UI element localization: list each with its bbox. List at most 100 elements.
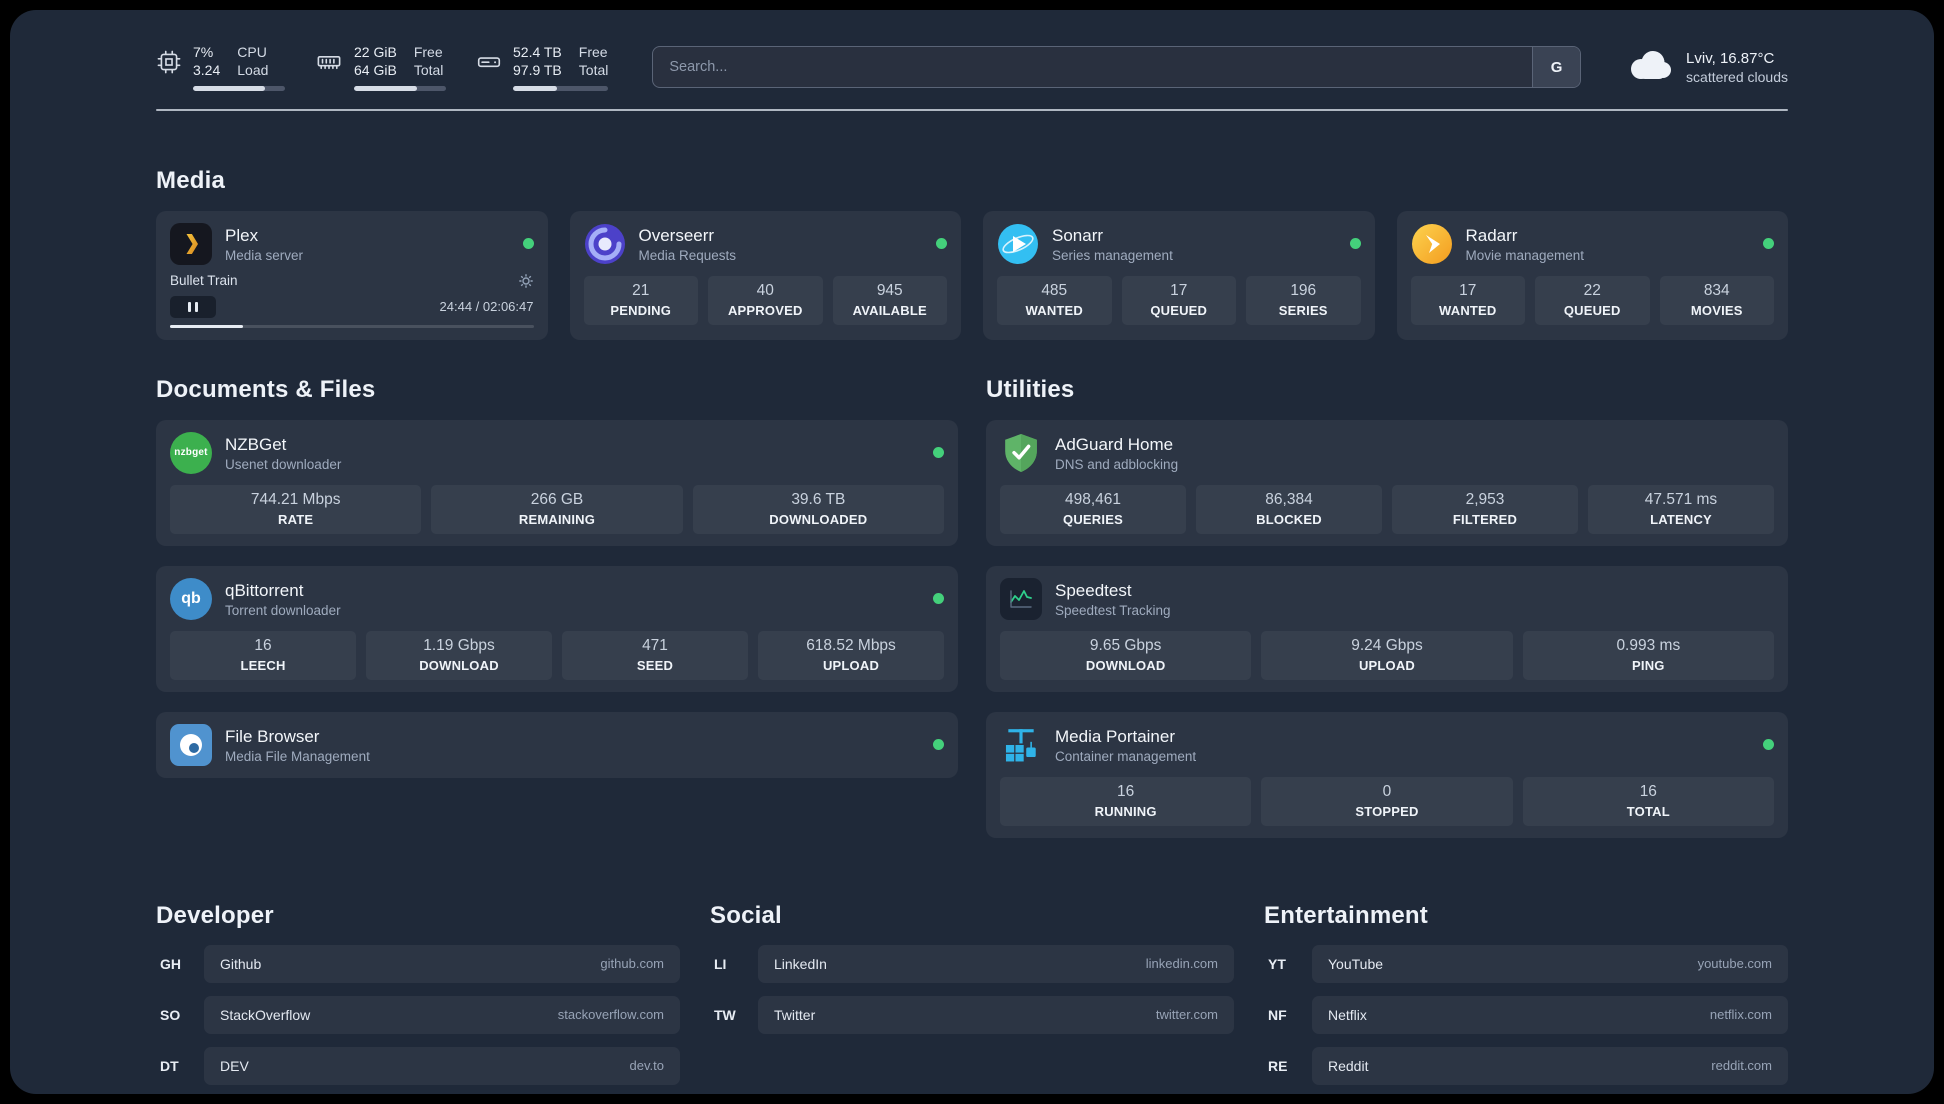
status-dot	[933, 593, 944, 605]
section-utilities: Utilities	[986, 376, 1788, 838]
stat-value: 0	[1382, 782, 1392, 800]
stat-label: QUERIES	[1063, 511, 1123, 527]
stat-value: 618.52 Mbps	[806, 636, 896, 654]
card-speedtest[interactable]: Speedtest Speedtest Tracking 9.65 Gbps D…	[986, 565, 1788, 692]
stat-block: 16 RUNNING	[1000, 776, 1252, 826]
section-title-documents: Documents & Files	[156, 375, 376, 403]
bookmark-twitter[interactable]: TW Twitter twitter.com	[710, 995, 1234, 1034]
stat-label: STOPPED	[1355, 803, 1419, 819]
bookmark-linkedin[interactable]: LI LinkedIn linkedin.com	[710, 944, 1234, 983]
stat-label: UPLOAD	[822, 657, 880, 673]
stat-value: 9.24 Gbps	[1351, 636, 1423, 654]
bookmarks: Developer GH Github github.com SO StackO…	[156, 902, 1788, 1094]
adguard-icon	[1000, 432, 1042, 474]
bookmark-reddit[interactable]: RE Reddit reddit.com	[1264, 1046, 1788, 1085]
bookmark-name: Netflix	[1328, 1006, 1367, 1023]
app-name: Overseerr	[638, 225, 715, 245]
nzbget-icon: nzbget	[170, 431, 212, 474]
qbittorrent-icon: qb	[170, 577, 212, 620]
stat-value: 1.19 Gbps	[423, 636, 495, 654]
bookmark-github[interactable]: GH Github github.com	[156, 944, 680, 983]
section-title-social: Social	[710, 901, 782, 929]
bookmark-netflix[interactable]: NF Netflix netflix.com	[1264, 995, 1788, 1034]
card-adguard[interactable]: AdGuard Home DNS and adblocking 498,461 …	[986, 419, 1788, 546]
stat-block: 9.65 Gbps DOWNLOAD	[1000, 630, 1252, 680]
bookmark-dev[interactable]: DT DEV dev.to	[156, 1046, 680, 1085]
playback-progressbar	[170, 324, 534, 328]
stat-block: 0 STOPPED	[1261, 776, 1513, 826]
topbar-divider	[156, 108, 1788, 111]
plex-icon	[170, 222, 212, 265]
status-dot	[1349, 238, 1361, 250]
app-desc: Media File Management	[225, 748, 370, 764]
bookmark-name: StackOverflow	[220, 1006, 311, 1023]
stat-value: 266 GB	[530, 490, 584, 508]
status-dot	[933, 447, 944, 459]
weather-location: Lviv, 16.87°C	[1686, 49, 1775, 67]
stat-value: 22	[1583, 281, 1601, 299]
cpu-widget: 7% 3.24 CPU Load	[156, 44, 285, 91]
memory-icon	[315, 49, 343, 75]
section-title-media: Media	[156, 166, 226, 194]
stat-block: 17 QUEUED	[1121, 275, 1236, 325]
bookmark-name: Github	[220, 955, 262, 972]
cpu-load-label: Load	[237, 61, 269, 78]
filebrowser-icon	[170, 723, 212, 766]
app-desc: Series management	[1052, 247, 1173, 263]
search-bar[interactable]: G	[652, 46, 1582, 89]
stat-value: 39.6 TB	[791, 490, 846, 508]
bookmarks-social: Social LI LinkedIn linkedin.com TW Twitt…	[710, 902, 1234, 1034]
stat-value: 834	[1703, 281, 1730, 299]
app-desc: Media server	[225, 247, 304, 263]
stat-label: DOWNLOAD	[419, 657, 499, 673]
stat-value: 485	[1041, 281, 1068, 299]
app-name: Radarr	[1465, 225, 1518, 245]
stat-label: WANTED	[1438, 302, 1497, 318]
card-overseerr[interactable]: Overseerr Media Requests 21 PENDING 40 A…	[569, 210, 961, 340]
portainer-icon	[1000, 724, 1042, 766]
stat-value: 86,384	[1265, 490, 1313, 508]
app-name: Media Portainer	[1055, 726, 1176, 746]
cpu-load-value: 3.24	[193, 61, 221, 78]
card-sonarr[interactable]: Sonarr Series management 485 WANTED 17 Q…	[983, 210, 1375, 340]
stat-value: 17	[1170, 281, 1188, 299]
stat-label: MOVIES	[1690, 302, 1743, 318]
card-nzbget[interactable]: nzbget NZBGet Usenet downloader 744.21 M…	[156, 419, 958, 546]
card-plex[interactable]: Plex Media server Bullet Train	[156, 210, 548, 340]
gear-icon[interactable]	[518, 273, 534, 289]
bookmark-abbr: SO	[160, 1006, 181, 1023]
stat-label: PENDING	[610, 302, 672, 318]
search-input[interactable]	[653, 47, 1533, 88]
now-playing-title: Bullet Train	[170, 273, 238, 289]
bookmark-abbr: LI	[714, 955, 727, 972]
card-portainer[interactable]: Media Portainer Container management 16 …	[986, 711, 1788, 838]
bookmark-domain: reddit.com	[1711, 1058, 1772, 1074]
media-grid: Plex Media server Bullet Train	[156, 210, 1788, 340]
stat-value: 16	[254, 636, 272, 654]
stat-block: 86,384 BLOCKED	[1196, 484, 1382, 534]
memory-widget: 22 GiB 64 GiB Free Total	[315, 44, 446, 91]
pause-button[interactable]	[170, 295, 216, 318]
card-filebrowser[interactable]: File Browser Media File Management	[156, 711, 958, 778]
bookmark-stackoverflow[interactable]: SO StackOverflow stackoverflow.com	[156, 995, 680, 1034]
search-provider-button[interactable]: G	[1532, 47, 1581, 88]
cpu-icon	[156, 49, 182, 75]
stat-block: 618.52 Mbps UPLOAD	[758, 630, 944, 680]
bookmark-youtube[interactable]: YT YouTube youtube.com	[1264, 944, 1788, 983]
stat-label: SERIES	[1278, 302, 1328, 318]
card-radarr[interactable]: Radarr Movie management 17 WANTED 22 QUE…	[1396, 210, 1788, 340]
stat-label: LATENCY	[1650, 511, 1712, 527]
bookmark-name: DEV	[220, 1057, 249, 1074]
bookmark-abbr: TW	[714, 1006, 736, 1023]
bookmark-abbr: DT	[160, 1057, 179, 1074]
stat-label: TOTAL	[1626, 803, 1670, 819]
stat-label: REMAINING	[518, 511, 596, 527]
stat-block: 196 SERIES	[1246, 275, 1361, 325]
bookmark-domain: stackoverflow.com	[557, 1007, 664, 1023]
qbittorrent-icon-text: qb	[181, 589, 201, 607]
stat-label: AVAILABLE	[852, 302, 927, 318]
card-qbittorrent[interactable]: qb qBittorrent Torrent downloader 16	[156, 565, 958, 692]
cpu-progressbar	[193, 85, 285, 91]
app-name: Plex	[225, 225, 259, 245]
app-desc: Media Requests	[638, 247, 737, 263]
